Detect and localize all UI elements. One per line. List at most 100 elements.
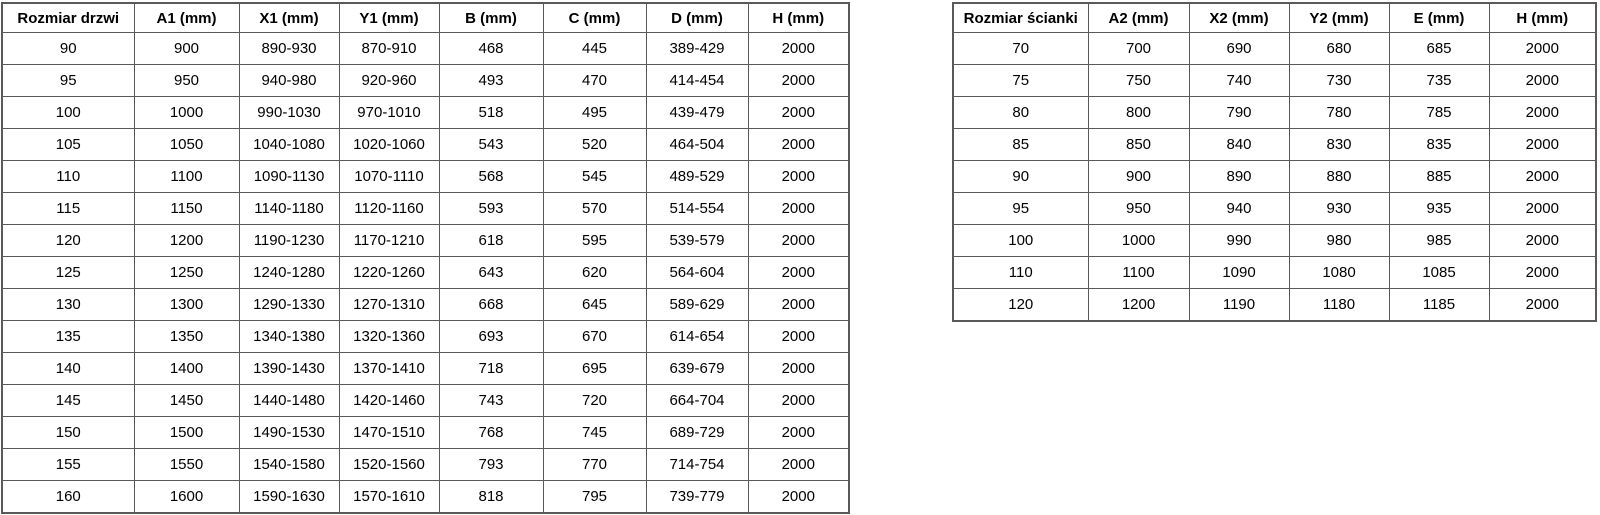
table-cell: 930 [1288, 192, 1390, 225]
table-cell: 95 [1, 64, 135, 97]
table-cell: 1270-1310 [338, 288, 440, 321]
table-cell: 155 [1, 448, 135, 481]
table-cell: 1400 [133, 352, 240, 385]
table-cell: 743 [438, 384, 544, 417]
table-cell: 2000 [747, 128, 850, 161]
table-cell: 70 [952, 32, 1089, 65]
column-header: Y2 (mm) [1288, 2, 1390, 33]
table-cell: 1180 [1288, 288, 1390, 322]
table-cell: 389-429 [645, 32, 749, 65]
table-cell: 1190 [1188, 288, 1290, 322]
table-row: 80 800 790 780 785 2000 [952, 96, 1597, 129]
table-cell: 850 [1087, 128, 1190, 161]
table-cell: 980 [1288, 224, 1390, 257]
table-cell: 2000 [1488, 192, 1597, 225]
table-cell: 840 [1188, 128, 1290, 161]
table-cell: 970-1010 [338, 96, 440, 129]
column-header: H (mm) [747, 2, 850, 33]
table-cell: 1490-1530 [238, 416, 340, 449]
table-row: 125 1250 1240-1280 1220-1260 643 620 564-604 20… [1, 256, 850, 289]
table-row: 150 1500 1490-1530 1470-1510 768 745 689-729 20… [1, 416, 850, 449]
table-cell: 518 [438, 96, 544, 129]
column-header: Y1 (mm) [338, 2, 440, 33]
table-cell: 645 [542, 288, 647, 321]
table-cell: 1470-1510 [338, 416, 440, 449]
wall-size-table: Rozmiar ścianki A2 (mm) X2 (mm) Y2 (mm) E (m… [952, 2, 1597, 322]
table-cell: 950 [1087, 192, 1190, 225]
table-cell: 2000 [747, 256, 850, 289]
table-cell: 730 [1288, 64, 1390, 97]
table-cell: 2000 [747, 224, 850, 257]
table-cell: 1080 [1288, 256, 1390, 289]
table-cell: 1550 [133, 448, 240, 481]
table-cell: 120 [1, 224, 135, 257]
table-cell: 1250 [133, 256, 240, 289]
table-cell: 120 [952, 288, 1089, 322]
table-row: 95 950 940 930 935 2000 [952, 192, 1597, 225]
table-cell: 570 [542, 192, 647, 225]
column-header: C (mm) [542, 2, 647, 33]
table-cell: 145 [1, 384, 135, 417]
table-cell: 695 [542, 352, 647, 385]
table-cell: 1340-1380 [238, 320, 340, 353]
table-cell: 1120-1160 [338, 192, 440, 225]
table-cell: 115 [1, 192, 135, 225]
table-row: 90 900 890 880 885 2000 [952, 160, 1597, 193]
table-cell: 514-554 [645, 192, 749, 225]
table-cell: 614-654 [645, 320, 749, 353]
table-cell: 1140-1180 [238, 192, 340, 225]
table-cell: 2000 [1488, 32, 1597, 65]
table-cell: 1420-1460 [338, 384, 440, 417]
header-row: Rozmiar drzwi A1 (mm) X1 (mm) Y1 (mm) B (mm)… [1, 2, 850, 33]
table-cell: 768 [438, 416, 544, 449]
table-cell: 795 [542, 480, 647, 514]
table-cell: 720 [542, 384, 647, 417]
table-cell: 130 [1, 288, 135, 321]
table-cell: 1090-1130 [238, 160, 340, 193]
table-row: 70 700 690 680 685 2000 [952, 32, 1597, 65]
table-cell: 1070-1110 [338, 160, 440, 193]
table-cell: 2000 [747, 32, 850, 65]
table-row: 135 1350 1340-1380 1320-1360 693 670 614-654 20… [1, 320, 850, 353]
table-row: 110 1100 1090-1130 1070-1110 568 545 489-529 20… [1, 160, 850, 193]
table-cell: 150 [1, 416, 135, 449]
table-cell: 745 [542, 416, 647, 449]
table-cell: 1220-1260 [338, 256, 440, 289]
table-cell: 2000 [747, 352, 850, 385]
table-cell: 489-529 [645, 160, 749, 193]
table-cell: 1100 [1087, 256, 1190, 289]
table-cell: 643 [438, 256, 544, 289]
table-cell: 2000 [747, 64, 850, 97]
table-cell: 785 [1388, 96, 1490, 129]
table-cell: 680 [1288, 32, 1390, 65]
table-cell: 2000 [747, 96, 850, 129]
table-row: 140 1400 1390-1430 1370-1410 718 695 639-679 20… [1, 352, 850, 385]
table-cell: 770 [542, 448, 647, 481]
table-cell: 693 [438, 320, 544, 353]
table-cell: 950 [133, 64, 240, 97]
table-cell: 468 [438, 32, 544, 65]
column-header: A1 (mm) [133, 2, 240, 33]
table-cell: 700 [1087, 32, 1190, 65]
table-cell: 1590-1630 [238, 480, 340, 514]
table-cell: 714-754 [645, 448, 749, 481]
table-cell: 690 [1188, 32, 1290, 65]
table-cell: 1040-1080 [238, 128, 340, 161]
table-cell: 1450 [133, 384, 240, 417]
table-cell: 985 [1388, 224, 1490, 257]
table-row: 120 1200 1190 1180 1185 2000 [952, 288, 1597, 322]
table-cell: 718 [438, 352, 544, 385]
column-header: Rozmiar ścianki [952, 2, 1089, 33]
table-cell: 100 [1, 96, 135, 129]
table-cell: 750 [1087, 64, 1190, 97]
table-cell: 589-629 [645, 288, 749, 321]
table-cell: 739-779 [645, 480, 749, 514]
table-cell: 1170-1210 [338, 224, 440, 257]
table-cell: 618 [438, 224, 544, 257]
table-row: 100 1000 990 980 985 2000 [952, 224, 1597, 257]
table-cell: 95 [952, 192, 1089, 225]
table-cell: 1520-1560 [338, 448, 440, 481]
table-cell: 990 [1188, 224, 1290, 257]
table-cell: 1000 [133, 96, 240, 129]
